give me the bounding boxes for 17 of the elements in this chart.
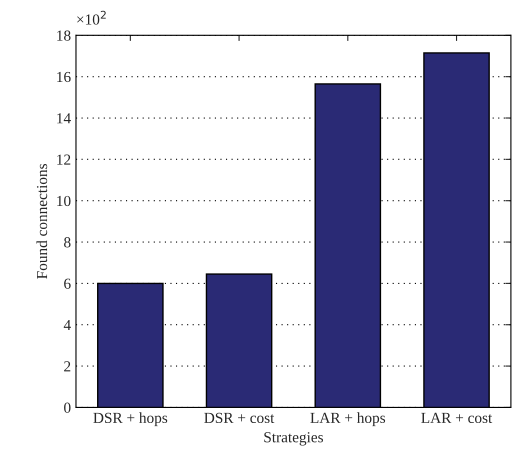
y-tick-label: 0 [64,402,71,413]
x-tick-label: DSR + cost [204,412,274,424]
y-tick-label: 6 [64,278,71,289]
y-tick-label: 2 [64,361,70,372]
y-tick-label: 14 [57,113,71,124]
y-axis-title: Found connections [36,164,48,279]
x-axis-title: Strategies [264,432,324,446]
y-tick-label: 16 [57,72,71,82]
x-tick-label: LAR + cost [421,412,492,424]
y-tick-label: 10 [57,196,71,206]
y-tick-label: 12 [57,154,70,165]
y-tick-label: 8 [64,237,71,248]
x-tick-label: LAR + hops [310,412,386,426]
x-tick-label: DSR + hops [93,412,168,426]
text: ×10$^{2}$ [77,10,106,25]
y-tick-label: 4 [64,320,71,330]
y-tick-label: 18 [57,30,71,41]
